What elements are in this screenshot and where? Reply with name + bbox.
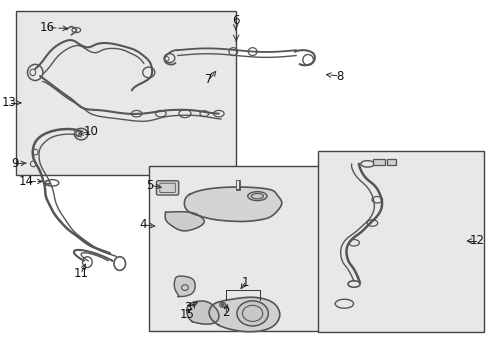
FancyBboxPatch shape: [373, 159, 386, 165]
Text: 9: 9: [11, 157, 19, 170]
Text: 5: 5: [147, 179, 154, 192]
Bar: [318, 151, 485, 332]
Polygon shape: [209, 297, 280, 332]
FancyBboxPatch shape: [387, 159, 395, 165]
Ellipse shape: [248, 192, 267, 201]
Polygon shape: [165, 212, 204, 231]
Polygon shape: [174, 276, 195, 297]
Text: 3: 3: [184, 301, 191, 314]
Text: 14: 14: [19, 175, 34, 188]
Text: 11: 11: [74, 267, 89, 280]
Text: 6: 6: [232, 14, 240, 27]
Bar: [149, 166, 340, 330]
FancyBboxPatch shape: [156, 181, 179, 195]
Text: 8: 8: [336, 69, 343, 82]
Text: 12: 12: [470, 234, 485, 247]
Text: 16: 16: [40, 21, 55, 34]
Text: 13: 13: [1, 96, 16, 109]
Text: 7: 7: [205, 73, 213, 86]
Polygon shape: [187, 301, 219, 324]
Ellipse shape: [237, 301, 269, 326]
Text: 2: 2: [222, 306, 230, 319]
Text: 4: 4: [139, 218, 147, 231]
Ellipse shape: [221, 303, 224, 306]
Text: 10: 10: [83, 125, 98, 138]
Bar: [16, 12, 236, 175]
Polygon shape: [184, 187, 282, 221]
Text: 15: 15: [180, 308, 195, 321]
Text: 1: 1: [242, 276, 249, 289]
